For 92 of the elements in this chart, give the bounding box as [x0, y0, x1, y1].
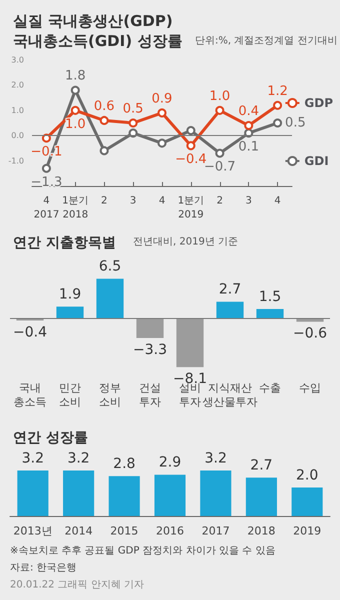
chart-subtitle: 전년대비, 2019년 기준 [133, 236, 238, 248]
bar [17, 470, 48, 516]
bar [176, 318, 204, 368]
data-label: 1.0 [64, 116, 86, 132]
x-tick-label: 2 [216, 196, 223, 206]
data-label: −1.3 [30, 174, 62, 190]
text: 자료: 한국은행 [10, 562, 77, 574]
x-tick-label: 2 [101, 196, 108, 206]
x-tick-label: 4 [158, 196, 166, 206]
data-label: 1.0 [209, 88, 230, 104]
data-label: 2.8 [113, 456, 136, 472]
point [100, 146, 109, 156]
x-tick-label: 민간 소비 [59, 382, 81, 408]
y-tick-label: 1.0 [11, 106, 24, 115]
y-tick-label: 3.0 [11, 56, 24, 64]
y-tick-label: 2.0 [11, 80, 24, 90]
chart-subtitle: 단위:%, 계절조정계열 전기대비 [195, 36, 338, 46]
point [186, 141, 196, 150]
x-tick-label: 4 [274, 196, 281, 206]
y-tick-label: -1.0 [8, 156, 24, 166]
legend-label: GDI [304, 154, 329, 168]
x-tick-label: 2016 [156, 524, 184, 538]
x-tick-label: 수출 [259, 382, 281, 394]
x-tick-label: 3 [245, 196, 252, 206]
x-tick-label: 1분기 2019 [178, 196, 204, 220]
x-tick-label: 지식재산 생산물투자 [202, 382, 258, 408]
bar [136, 318, 164, 338]
point [70, 86, 80, 95]
chart-title: 연간 성장률 [13, 430, 88, 446]
bar [246, 478, 277, 516]
x-tick-label: 2015 [110, 524, 138, 538]
point [215, 106, 224, 115]
x-tick-label: 2018 [247, 524, 276, 538]
bar [256, 308, 284, 318]
point [186, 126, 196, 136]
point [215, 148, 224, 158]
bar [292, 488, 323, 516]
data-label: −3.3 [133, 342, 167, 358]
data-label: −0.4 [13, 324, 48, 340]
point [273, 100, 282, 110]
data-label: 1.2 [267, 84, 288, 99]
point [244, 121, 254, 130]
x-tick-label: 2019 [293, 524, 322, 538]
data-label: 1.5 [258, 288, 282, 305]
point [42, 164, 51, 173]
data-label: 3.2 [22, 450, 44, 466]
data-label: 3.2 [67, 450, 90, 466]
chart-title: 연간 지출항목별 [13, 235, 116, 251]
point [70, 106, 80, 115]
data-label: 6.5 [98, 258, 122, 275]
data-label: 2.7 [250, 458, 273, 474]
point [158, 138, 166, 148]
data-label: 0.9 [152, 91, 172, 106]
x-tick-label: 수입 [299, 382, 321, 394]
data-label: 0.5 [122, 102, 144, 116]
x-tick-label: 3 [130, 196, 136, 206]
text: 20.01.22 그래픽 안지혜 기자 [10, 580, 144, 590]
bar [108, 476, 140, 516]
data-label: 0.4 [238, 104, 260, 120]
x-tick-label: 2014 [64, 524, 93, 538]
bar [56, 306, 84, 318]
x-tick-label: 국내 총소득 [14, 382, 46, 408]
legend-label: GDP [304, 96, 334, 110]
data-label: 0.5 [285, 116, 306, 130]
point [100, 116, 109, 125]
bar [216, 302, 244, 318]
x-tick-label: 건설 투자 [139, 382, 161, 408]
data-label: 2.9 [158, 454, 182, 471]
data-label: 1.8 [64, 68, 86, 84]
chart-title: 실질 국내총생산(GDP) 국내총소득(GDI) 성장률 [13, 12, 182, 50]
bar [63, 470, 94, 516]
y-tick-label: 0.0 [11, 131, 24, 140]
x-tick-label: 정부 소비 [99, 382, 121, 408]
bar [154, 474, 186, 516]
bar [96, 278, 124, 318]
data-label: 0.6 [94, 98, 115, 114]
data-label: −0.4 [175, 152, 207, 168]
bar [200, 470, 232, 516]
x-tick-label: 1분기 2018 [62, 196, 89, 220]
point [158, 108, 166, 118]
data-label: 0.1 [238, 140, 260, 155]
data-label: 2.0 [296, 468, 318, 484]
point [273, 118, 282, 128]
text: ※속보치로 추후 공표될 GDP 잠정치와 차이가 있을 수 있음 [10, 546, 276, 556]
x-tick-label: 2013년 [13, 524, 52, 538]
point [128, 118, 138, 128]
x-tick-label: 4 2017 [34, 196, 60, 220]
x-tick-label: 2017 [202, 524, 230, 538]
data-label: 2.7 [218, 282, 242, 298]
data-label: 1.9 [58, 286, 82, 303]
data-label: 3.2 [204, 450, 227, 466]
data-label: −0.6 [293, 326, 328, 342]
